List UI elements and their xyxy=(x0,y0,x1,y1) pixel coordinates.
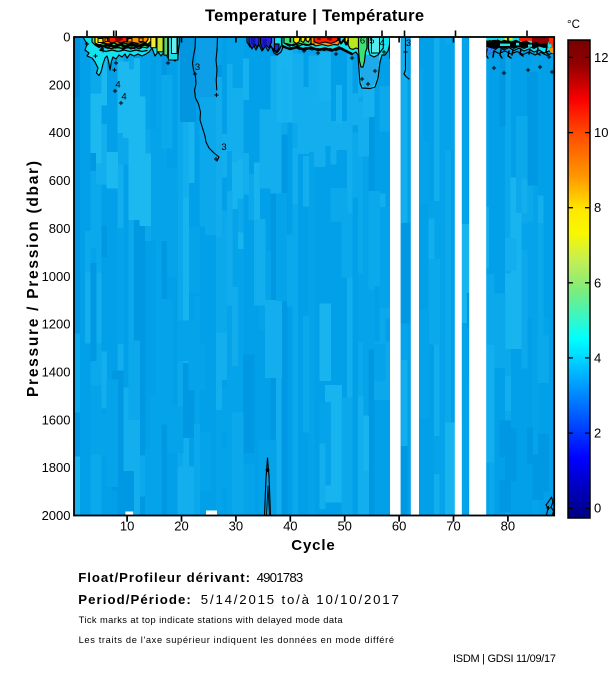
svg-text:5/14/2015 to/à 10/10/2017: 5/14/2015 to/à 10/10/2017 xyxy=(201,592,399,607)
svg-text:30: 30 xyxy=(229,519,243,534)
svg-text:1800: 1800 xyxy=(42,460,71,475)
svg-text:12: 12 xyxy=(594,50,608,65)
svg-text:1000: 1000 xyxy=(42,269,71,284)
svg-text:°C: °C xyxy=(567,19,580,31)
svg-text:1200: 1200 xyxy=(42,317,71,332)
svg-text:6: 6 xyxy=(360,36,365,47)
svg-text:0: 0 xyxy=(594,501,601,516)
svg-text:Temperature | Température: Temperature | Température xyxy=(205,7,424,25)
svg-text:0: 0 xyxy=(63,30,70,45)
svg-text:4901783: 4901783 xyxy=(257,570,304,585)
svg-text:3: 3 xyxy=(406,38,411,49)
svg-text:20: 20 xyxy=(174,519,188,534)
svg-text:5: 5 xyxy=(369,36,374,47)
svg-text:Pressure / Pression (dbar): Pressure / Pression (dbar) xyxy=(25,161,42,397)
svg-text:Cycle: Cycle xyxy=(291,537,335,554)
svg-text:8: 8 xyxy=(594,200,601,215)
svg-text:2000: 2000 xyxy=(42,508,71,523)
svg-text:4: 4 xyxy=(115,80,120,91)
svg-text:800: 800 xyxy=(49,221,71,236)
svg-text:3: 3 xyxy=(195,62,200,73)
svg-text:Tick marks at top indicate sta: Tick marks at top indicate stations with… xyxy=(79,615,344,625)
svg-text:4: 4 xyxy=(99,45,104,56)
svg-text:10: 10 xyxy=(594,125,608,140)
svg-text:4: 4 xyxy=(380,38,385,49)
svg-text:Period/Période:: Period/Période: xyxy=(78,592,191,607)
svg-text:3: 3 xyxy=(221,142,226,153)
svg-text:10: 10 xyxy=(120,519,134,534)
svg-text:200: 200 xyxy=(49,77,71,92)
svg-text:2: 2 xyxy=(594,426,601,441)
svg-text:600: 600 xyxy=(49,173,71,188)
svg-text:Float/Profileur dérivant:: Float/Profileur dérivant: xyxy=(78,570,250,585)
svg-text:1400: 1400 xyxy=(42,364,71,379)
svg-text:4: 4 xyxy=(594,350,601,365)
svg-text:80: 80 xyxy=(501,519,515,534)
svg-text:400: 400 xyxy=(49,125,71,140)
svg-text:60: 60 xyxy=(392,519,406,534)
svg-text:1600: 1600 xyxy=(42,412,71,427)
svg-text:6: 6 xyxy=(594,275,601,290)
svg-text:40: 40 xyxy=(283,519,297,534)
svg-text:Les traits de l'axe supérieur: Les traits de l'axe supérieur indiquent … xyxy=(79,635,394,645)
svg-text:4: 4 xyxy=(121,92,126,103)
svg-text:ISDM | GDSI 11/09/17: ISDM | GDSI 11/09/17 xyxy=(453,653,556,665)
svg-text:50: 50 xyxy=(337,519,351,534)
svg-text:70: 70 xyxy=(446,519,460,534)
